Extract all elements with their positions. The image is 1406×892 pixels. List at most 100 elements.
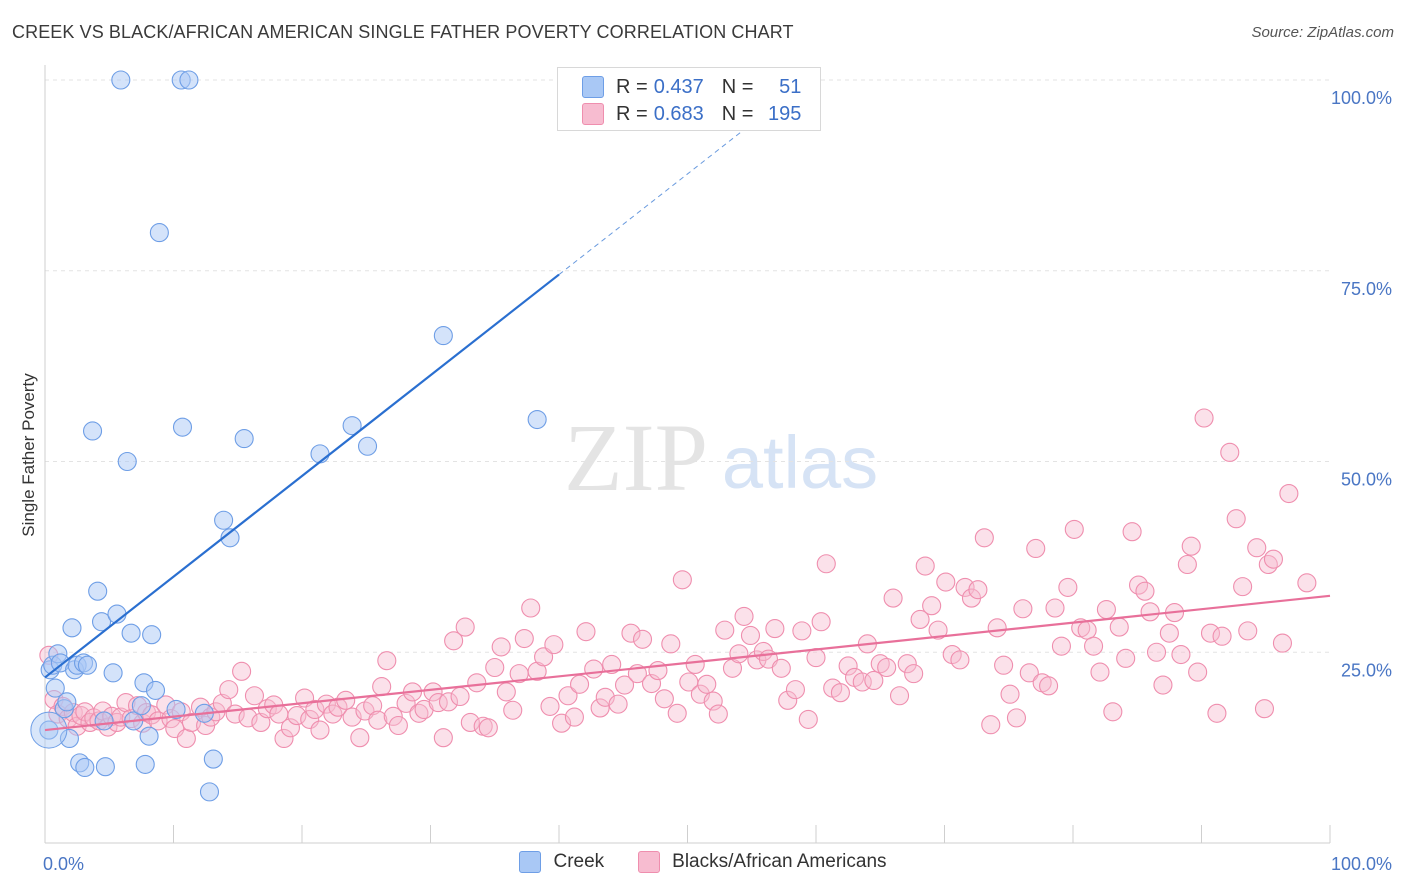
black-point: [176, 728, 196, 749]
black-point: [455, 617, 475, 637]
creek-trend-extension: [558, 113, 765, 275]
creek-point: [203, 749, 223, 769]
creek-point: [234, 429, 254, 449]
x-tick-label-max: 100.0%: [1331, 854, 1392, 874]
black-point: [478, 718, 498, 738]
black-point: [1153, 675, 1173, 695]
n-value: 195: [768, 102, 802, 125]
series-legend: Creek Blacks/African Americans: [0, 851, 1406, 873]
black-point: [350, 728, 370, 748]
black-point: [864, 670, 884, 691]
black-point: [816, 554, 836, 574]
black-swatch: [638, 851, 661, 873]
black-point: [287, 706, 307, 726]
black-point: [219, 680, 239, 700]
creek-trend-line: [44, 273, 560, 679]
black-point: [232, 661, 252, 681]
creek-point: [172, 417, 193, 437]
creek-swatch: [519, 851, 542, 873]
black-point: [936, 572, 956, 592]
black-point: [883, 588, 903, 608]
black-point: [1258, 554, 1278, 575]
correlation-legend: R = 0.437 N = 51 R = 0.683 N = 195: [557, 67, 821, 131]
y-axis-title: Single Father Poverty: [19, 373, 38, 537]
black-point: [910, 609, 930, 629]
black-point: [368, 710, 388, 730]
n-value: 51: [779, 75, 802, 98]
creek-point: [145, 680, 166, 700]
black-trend-line: [44, 594, 1331, 732]
creek-point: [433, 326, 453, 346]
black-point: [608, 694, 628, 714]
n-label: N =: [721, 102, 754, 125]
black-point: [1226, 509, 1246, 529]
black-point: [544, 635, 564, 655]
creek-point: [179, 70, 199, 90]
black-point: [1159, 623, 1179, 643]
black-point: [1188, 662, 1208, 682]
r-label: R =: [616, 75, 648, 98]
black-point: [981, 715, 1001, 735]
black-point: [433, 728, 453, 748]
black-point: [792, 621, 812, 641]
creek-point: [142, 625, 162, 645]
black-point: [423, 682, 443, 702]
y-tick-label: 100.0%: [1331, 88, 1392, 108]
black-point: [1096, 599, 1116, 620]
black-point: [181, 712, 202, 732]
black-point: [734, 606, 754, 626]
black-point: [697, 674, 717, 694]
black-point: [444, 631, 464, 651]
black-point: [778, 690, 798, 710]
black-point: [540, 696, 560, 716]
creek-point: [199, 782, 220, 802]
legend-item-black: Blacks/African Americans: [638, 851, 887, 873]
creek-point: [77, 655, 97, 675]
black-point: [667, 703, 687, 723]
r-label: R =: [616, 102, 648, 125]
black-point: [1297, 573, 1317, 593]
creek-point: [135, 754, 155, 774]
creek-point: [214, 510, 234, 530]
black-point: [928, 620, 948, 640]
creek-points: [30, 70, 547, 802]
creek-point: [310, 444, 330, 464]
y-tick-label: 75.0%: [1341, 279, 1392, 299]
creek-point: [342, 416, 362, 436]
chart-title: CREEK VS BLACK/AFRICAN AMERICAN SINGLE F…: [12, 22, 794, 42]
black-point: [1200, 623, 1221, 643]
creek-point: [111, 70, 131, 90]
source-label: Source: ZipAtlas.com: [1251, 24, 1394, 41]
black-point: [1019, 663, 1039, 683]
watermark-atlas: atlas: [722, 421, 878, 504]
black-point: [534, 647, 554, 667]
black-point: [496, 682, 516, 702]
black-point: [1006, 708, 1027, 728]
black-point: [1090, 662, 1110, 682]
creek-point: [62, 618, 82, 638]
black-point: [409, 703, 429, 723]
black-point: [1013, 599, 1033, 619]
black-point: [372, 677, 392, 697]
black-point: [1220, 442, 1240, 462]
black-point: [280, 718, 300, 738]
tick-labels: 25.0% 50.0% 75.0% 100.0% 0.0% 100.0%: [43, 88, 1392, 874]
black-point: [274, 728, 294, 749]
y-tick-label: 25.0%: [1341, 660, 1392, 680]
black-point: [889, 686, 910, 706]
legend-row-creek: R = 0.437 N = 51: [582, 74, 801, 100]
black-point: [1026, 538, 1046, 559]
creek-swatch: [582, 76, 604, 98]
black-point: [1135, 581, 1155, 601]
black-point: [915, 556, 935, 576]
n-label: N =: [721, 75, 754, 98]
black-point: [1212, 626, 1232, 646]
black-point: [428, 693, 448, 713]
black-point: [1233, 577, 1253, 597]
r-value: 0.437: [653, 75, 704, 98]
black-point: [1146, 642, 1167, 662]
black-point: [564, 707, 584, 727]
black-point: [974, 528, 994, 548]
black-point: [1177, 554, 1197, 575]
